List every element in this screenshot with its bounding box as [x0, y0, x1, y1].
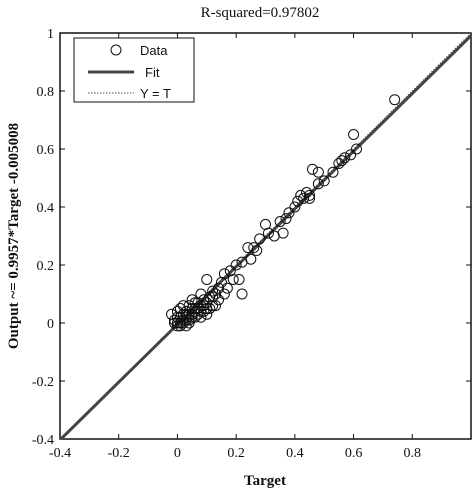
y-axis-label: Output ~= 0.9957*Target -0.005008: [6, 123, 22, 349]
x-axis-ticks: -0.4 -0.2 0 0.2 0.4 0.6 0.8: [49, 33, 421, 461]
y-tick-label: 0.4: [37, 201, 55, 216]
x-tick-label: 0.8: [404, 446, 422, 461]
data-point: [177, 300, 189, 312]
legend-box: [73, 37, 195, 103]
data-point: [207, 300, 219, 312]
data-point: [248, 242, 260, 254]
data-point: [230, 259, 242, 271]
x-tick-label: 0.2: [227, 446, 245, 461]
data-point: [251, 245, 263, 256]
data-point: [207, 291, 219, 303]
data-point: [389, 94, 401, 106]
x-tick-label: -0.4: [49, 446, 71, 461]
data-point: [201, 303, 213, 314]
legend-data-label: Data: [140, 43, 168, 58]
data-point: [213, 282, 225, 294]
legend-fit-label: Fit: [145, 65, 160, 80]
x-tick-label: 0: [174, 446, 181, 461]
data-point: [301, 187, 313, 198]
x-tick-label: 0.4: [286, 446, 304, 461]
data-point: [351, 143, 363, 155]
data-point: [327, 166, 339, 178]
legend-identity-label: Y = T: [140, 86, 171, 101]
data-point: [245, 253, 257, 265]
data-point: [198, 300, 210, 312]
data-point: [339, 152, 351, 164]
data-point: [262, 227, 274, 239]
data-point: [171, 305, 183, 317]
data-point: [233, 274, 245, 285]
data-point: [224, 265, 236, 277]
data-point: [201, 274, 213, 285]
y-tick-label: 1: [47, 27, 54, 42]
data-point: [318, 175, 330, 187]
data-point: [312, 166, 324, 178]
data-point: [180, 320, 192, 332]
data-point: [213, 294, 225, 306]
x-tick-label: 0.6: [345, 446, 363, 461]
data-point: [207, 285, 219, 297]
data-point: [298, 192, 310, 204]
data-points: [166, 94, 401, 332]
chart-title: R-squared=0.97802: [201, 5, 320, 21]
data-point: [348, 129, 360, 140]
x-tick-label: -0.2: [108, 446, 130, 461]
data-point: [277, 227, 289, 239]
data-point: [180, 311, 192, 323]
y-tick-label: -0.2: [32, 375, 54, 390]
y-axis-ticks: -0.4 -0.2 0 0.2 0.4 0.6 0.8 1: [32, 27, 471, 448]
y-tick-label: -0.4: [32, 433, 54, 448]
data-point: [221, 282, 233, 294]
data-point: [333, 158, 345, 169]
y-tick-label: 0.2: [37, 259, 55, 274]
data-point: [236, 288, 248, 300]
data-point: [289, 201, 301, 213]
data-point: [174, 303, 186, 314]
data-point: [174, 317, 186, 329]
data-point: [168, 317, 180, 329]
data-point: [283, 207, 295, 219]
data-point: [336, 155, 348, 167]
data-point: [192, 308, 204, 320]
data-point: [195, 305, 207, 317]
data-point: [312, 178, 324, 190]
y-tick-label: 0.8: [37, 85, 55, 100]
data-point: [345, 149, 357, 161]
legend-data-marker: [110, 44, 122, 56]
data-point: [280, 213, 292, 225]
data-point: [292, 195, 304, 207]
data-point: [306, 163, 318, 175]
x-axis-label: Target: [244, 473, 286, 489]
y-tick-label: 0.6: [37, 143, 55, 158]
data-point: [210, 288, 222, 300]
data-point: [295, 189, 307, 201]
y-tick-label: 0: [47, 317, 54, 332]
data-point: [171, 320, 183, 332]
data-point: [189, 311, 201, 323]
data-point: [215, 276, 227, 288]
data-point: [218, 288, 230, 300]
data-point: [304, 189, 316, 201]
data-point: [274, 216, 286, 227]
legend: Data Fit Y = T: [73, 37, 195, 103]
data-point: [254, 233, 266, 245]
